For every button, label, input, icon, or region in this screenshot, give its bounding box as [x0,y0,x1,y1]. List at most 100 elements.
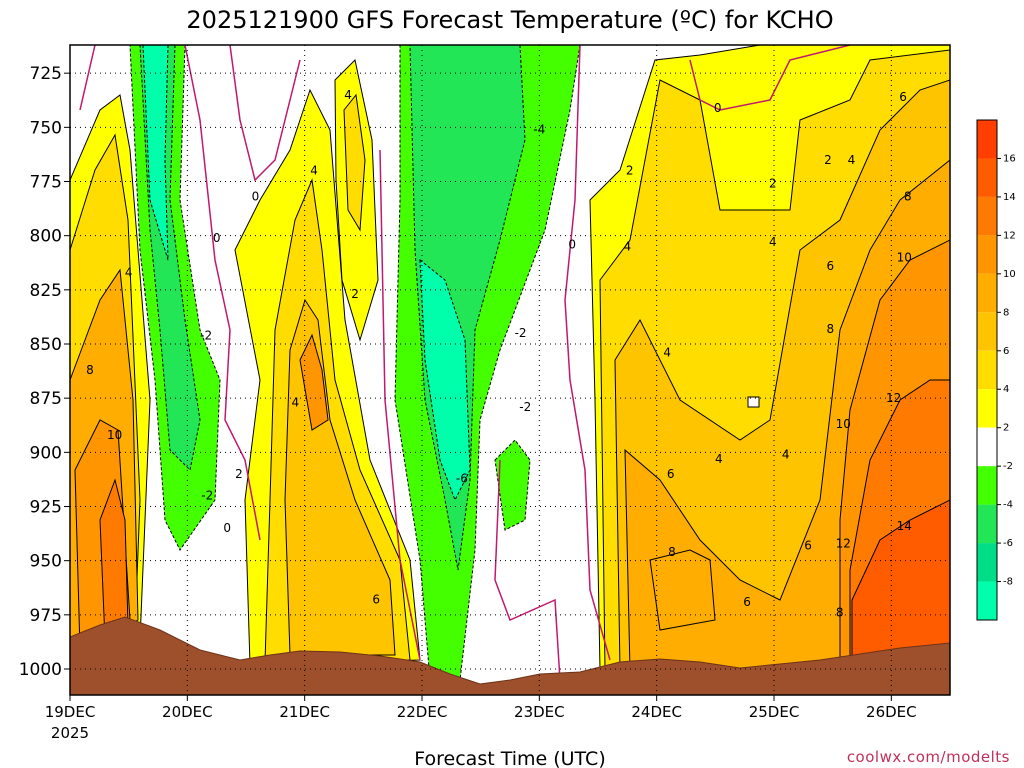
contour-label: 12 [886,391,901,405]
colorbar-label: 6 [1003,346,1009,357]
contour-label: 8 [86,363,94,377]
y-tick-label: 800 [30,227,62,247]
credit-text: coolwx.com/modelts [847,748,1010,766]
colorbar-segment [977,543,997,582]
contour-label: 4 [663,346,671,360]
contour-label: 6 [899,90,907,104]
contour-label: 0 [223,521,231,535]
warm-region-19dec-red-orange [99,478,129,641]
colorbar-segment [977,120,997,159]
y-tick-label: 850 [30,335,62,355]
contour-label: 4 [125,266,133,280]
contour-label: 4 [310,164,318,178]
contour-labels: 0 0 -2 2 -2 0 4 8 10 4 4 2 4 6 -4 -2 -2 -6 0 2 4 4 6 8 0 2 4 4 4 6 6 2 4… [86,88,912,620]
zero-isotherm-20dec [229,45,301,182]
cold-region-22dec-teal [419,258,471,502]
y-tick-label: 975 [30,606,62,626]
x-tick-label: 19DEC [45,703,96,721]
y-tick-label: 1000 [19,660,62,680]
warm-region-21dec-upper-light-orange [343,93,366,232]
y-tick-label: 950 [30,552,62,572]
contour-label: 2 [235,467,243,481]
colorbar-label: 8 [1003,307,1009,318]
x-axis: 19DEC 20DEC 21DEC 22DEC 23DEC 24DEC 25DEC 26DEC [45,695,917,721]
x-tick-label: 20DEC [162,703,213,721]
colorbar-label: -4 [1003,500,1013,511]
contour-label: 8 [826,322,834,336]
zero-isotherm-23dec [564,45,611,661]
contour-label: 4 [624,240,632,254]
contour-label: 0 [252,190,260,204]
y-axis: 725 750 775 800 825 850 875 900 925 950 975 1000 [19,64,70,680]
colorbar-label: 4 [1003,384,1009,395]
contour-label: 4 [782,448,790,462]
y-tick-label: 725 [30,64,62,84]
plot-frame [69,44,951,696]
colorbar-label: -8 [1003,577,1013,588]
colorbar-label: -6 [1003,538,1013,549]
colorbar-frame [976,119,998,621]
contour-label: -2 [515,326,527,340]
contour-label: 2 [769,177,777,191]
contour-label: 4 [769,235,777,249]
warm-region-21dec-dark-orange [299,333,329,431]
x-tick-label: 23DEC [514,703,565,721]
contour-label: -4 [533,123,545,137]
y-tick-label: 825 [30,281,62,301]
contour-label: 0 [213,231,221,245]
cold-region-23dec-green-patch [494,439,531,531]
colorbar-label: 14 [1003,192,1016,203]
contour-label: 8 [668,545,676,559]
contour-label: 2 [824,153,832,167]
colorbar-segment [977,466,997,505]
colorbar-segment [977,350,997,390]
contour-label: 0 [714,101,722,115]
y-tick-label: 750 [30,118,62,138]
colorbar-segment [977,196,997,236]
contour-label: 6 [667,467,675,481]
x-tick-label: 21DEC [279,703,330,721]
contour-label: 2 [351,287,359,301]
contour-label: 6 [804,539,812,553]
y-tick-label: 925 [30,498,62,518]
colorbar: 16 14 12 10 8 6 4 2 -2 -4 -6 -8 [976,119,1016,621]
x-tick-label: 25DEC [749,703,800,721]
contour-label: 6 [372,593,380,607]
colorbar-segment [977,158,997,197]
zero-isotherm-19dec-20dec [79,45,261,541]
contour-label: 14 [897,519,912,533]
contour-label: 0 [568,237,576,251]
colorbar-segment [977,389,997,428]
colorbar-segment [977,504,997,544]
contour-label: 2 [626,164,634,178]
x-year-label: 2025 [51,724,89,742]
colorbar-segment [977,235,997,274]
contour-label: 10 [836,417,851,431]
colorbar-segment [977,273,997,313]
zero-isotherm-24dec-25dec [689,45,851,111]
contour-label: 4 [291,396,299,410]
plot-area: 0 0 -2 2 -2 0 4 8 10 4 4 2 4 6 -4 -2 -2 -6 0 2 4 4 6 8 0 2 4 4 4 6 6 2 4… [70,45,950,695]
cold-region-20dec-teal [142,45,169,261]
x-tick-label: 22DEC [397,703,448,721]
colorbar-label: 16 [1003,153,1016,164]
contour-label: 4 [848,153,856,167]
contour-label: 10 [107,428,122,442]
contour-label: -6 [456,471,468,485]
colorbar-segment [977,427,997,467]
contour-label: 6 [743,595,751,609]
contour-label: 12 [836,536,851,550]
chart-title: 2025121900 GFS Forecast Temperature (ºC)… [186,6,833,34]
colorbar-label: 10 [1003,269,1016,280]
contour-label: 10 [897,250,912,264]
colorbar-label: 12 [1003,230,1016,241]
contour-label: -2 [200,328,212,342]
x-axis-title: Forecast Time (UTC) [414,748,605,768]
y-tick-label: 900 [30,443,62,463]
zero-isotherm-21dec-22dec [379,149,561,681]
contour-label: 8 [836,606,844,620]
colorbar-label: 2 [1003,423,1009,434]
white-spot-25dec [747,396,760,408]
y-tick-label: 775 [30,173,62,193]
